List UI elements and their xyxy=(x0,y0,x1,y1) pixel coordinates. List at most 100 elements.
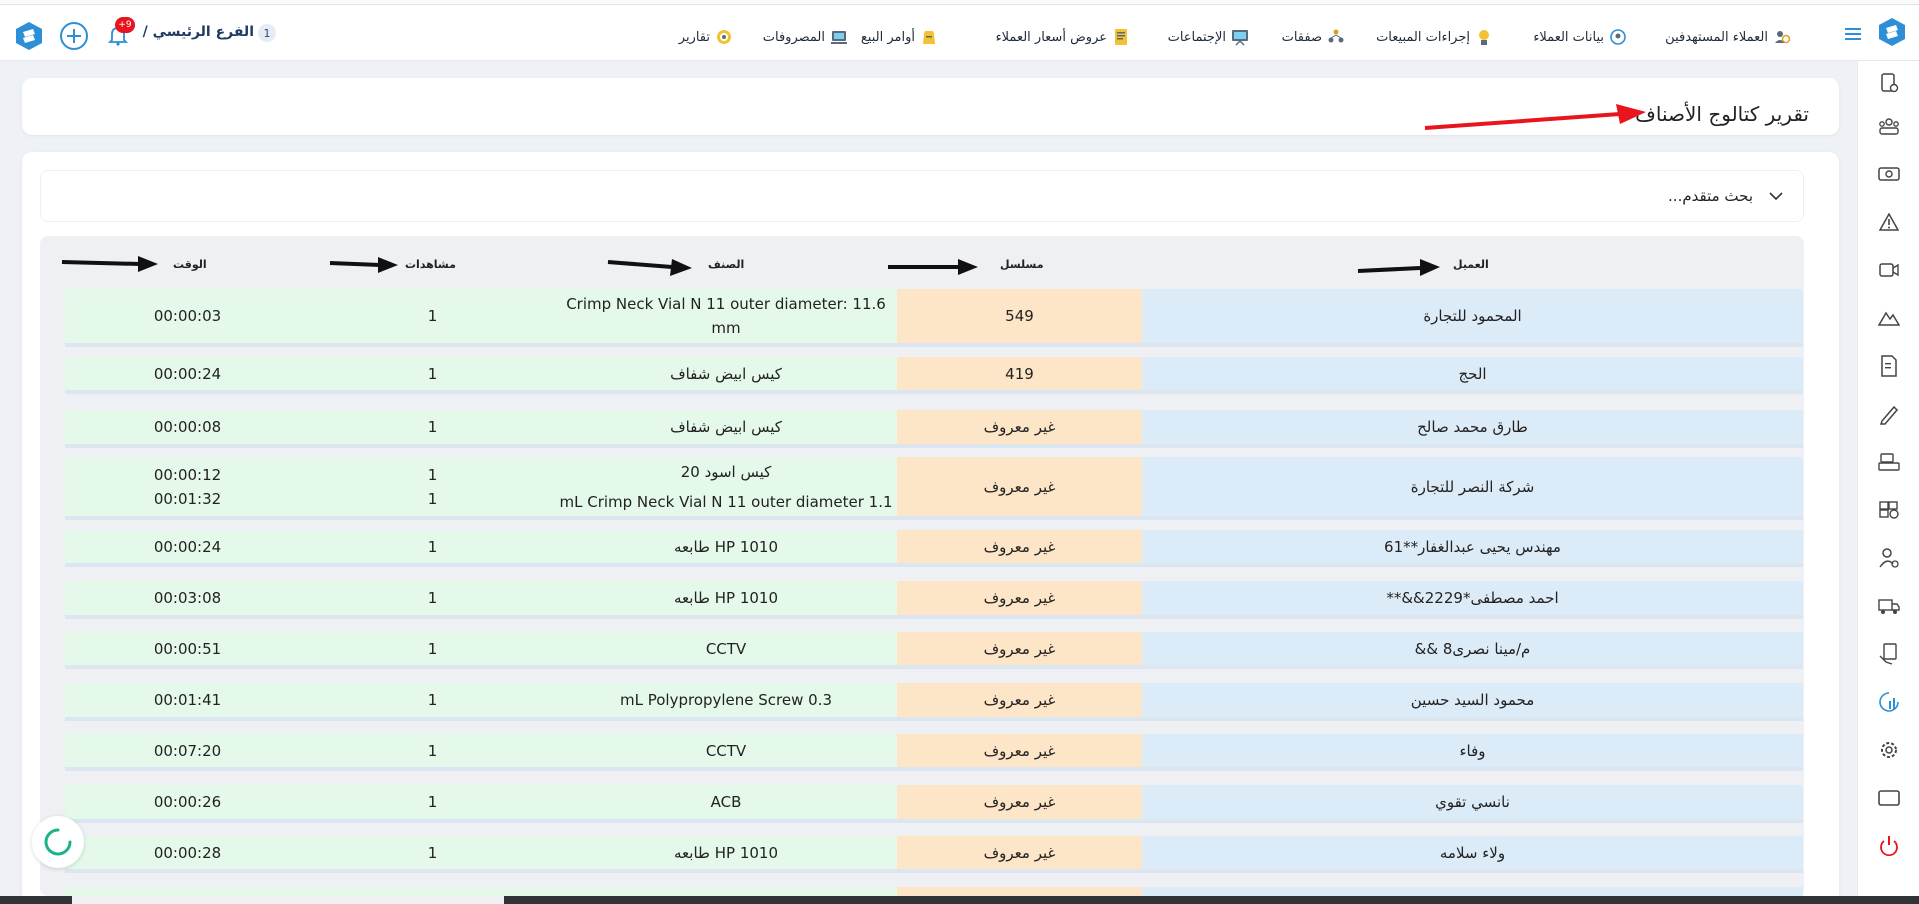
cell-views: 1 xyxy=(310,785,555,819)
pen-signature-icon[interactable] xyxy=(1877,402,1901,426)
truck-add-icon[interactable] xyxy=(1877,594,1901,618)
cell-serial: غير معروف xyxy=(897,457,1142,516)
cell-views: 1 xyxy=(310,530,555,563)
cell-time: 00:00:51 xyxy=(65,632,310,665)
item-value: طابعه HP 1010 xyxy=(673,537,778,556)
settings-gear-icon[interactable] xyxy=(1877,738,1901,762)
item-value: طابعه HP 1010 xyxy=(673,589,778,607)
invoice-dollar-icon[interactable] xyxy=(1877,354,1901,378)
item-value: كيس ابيض شفاف xyxy=(670,418,782,436)
cell-serial: غير معروف xyxy=(897,530,1142,563)
item-value: CCTV xyxy=(705,741,747,760)
time-value: 00:01:32 xyxy=(153,489,222,508)
nav-customer-data[interactable]: بيانات العملاء xyxy=(1533,25,1627,49)
views-value: 1 xyxy=(427,364,438,383)
col-header-views[interactable]: مشاهدات xyxy=(405,258,456,271)
time-value: 00:00:24 xyxy=(153,537,222,556)
cell-views: 1 xyxy=(310,581,555,615)
cell-partial xyxy=(1142,887,1803,897)
nav-target-customers[interactable]: العملاء المستهدفين xyxy=(1665,25,1791,49)
table-row[interactable]: 00:00:08 1 كيس ابيض شفاف غير معروف طارق محمد… xyxy=(65,410,1803,448)
table-row[interactable]: 00:00:26 1 ACB غير معروف نانسي تقوي xyxy=(65,785,1803,823)
item-value: Crimp Neck Vial N 11 outer diameter: 11.… xyxy=(566,295,886,337)
views-value: 1 xyxy=(427,691,438,709)
cell-time: 00:00:08 xyxy=(65,410,310,444)
item-value: mL Polypropylene Screw 0.3 xyxy=(619,691,833,709)
time-value: 00:00:08 xyxy=(153,418,222,436)
cell-client: محمود السيد حسين xyxy=(1142,683,1803,717)
annotation-red-arrow xyxy=(1424,104,1646,130)
window-screen-icon[interactable] xyxy=(1877,786,1901,810)
cell-item: CCTV xyxy=(555,632,897,665)
loading-spinner xyxy=(32,816,84,868)
table-row[interactable]: 00:00:24 1 طابعه HP 1010 غير معروف مهندس يحي… xyxy=(65,530,1803,567)
nav-expenses[interactable]: المصروفات xyxy=(763,25,848,49)
branch-selector[interactable]: الفرع الرئيسي / xyxy=(142,24,254,40)
branch-count-badge: 1 xyxy=(258,24,276,42)
time-value: 00:00:26 xyxy=(153,793,222,811)
col-header-serial[interactable]: مسلسل xyxy=(1000,258,1044,271)
table-row[interactable]: 00:00:28 1 طابعه HP 1010 غير معروف ولاء سلام… xyxy=(65,836,1803,873)
time-value: 00:03:08 xyxy=(153,589,222,607)
col-header-time[interactable]: الوقت xyxy=(173,258,207,271)
cell-views: 1 xyxy=(310,632,555,665)
menu-hamburger-icon[interactable] xyxy=(1845,27,1861,41)
target-customers-icon xyxy=(1773,28,1791,46)
hand-document-icon[interactable] xyxy=(1877,642,1901,666)
spinner-icon xyxy=(44,828,72,856)
col-header-client[interactable]: العميل xyxy=(1453,258,1489,271)
cell-serial: غير معروف xyxy=(897,581,1142,615)
customer-data-icon xyxy=(1609,28,1627,46)
table-row[interactable]: 00:00:12 00:01:32 1 1 كيس اسود 20 mL Crimp Ne… xyxy=(65,457,1803,520)
views-value: 1 xyxy=(427,489,438,508)
cell-serial: غير معروف xyxy=(897,632,1142,665)
table-row[interactable]: 00:07:20 1 CCTV غير معروف وفاء xyxy=(65,734,1803,771)
boxes-refresh-icon[interactable] xyxy=(1877,498,1901,522)
right-sidebar xyxy=(1857,61,1919,897)
money-cash-icon[interactable] xyxy=(1877,162,1901,186)
cell-client: وفاء xyxy=(1142,734,1803,767)
user-settings-icon[interactable] xyxy=(1877,546,1901,570)
table-row[interactable]: 00:03:08 1 طابعه HP 1010 غير معروف احمد مصطف… xyxy=(65,581,1803,619)
warning-icon[interactable] xyxy=(1877,210,1901,234)
taskbar-segment xyxy=(72,896,504,904)
cell-views: 1 xyxy=(310,836,555,869)
cell-item: طابعه HP 1010 xyxy=(555,581,897,615)
mountain-chart-icon[interactable] xyxy=(1877,306,1901,330)
cash-register-icon[interactable] xyxy=(1877,450,1901,474)
arrow-item xyxy=(607,259,692,276)
video-call-icon[interactable] xyxy=(1877,258,1901,282)
views-value: 1 xyxy=(427,741,438,760)
cell-serial: غير معروف xyxy=(897,785,1142,819)
report-chart-icon[interactable] xyxy=(1877,690,1901,714)
file-settings-icon[interactable] xyxy=(1877,71,1901,95)
app-logo-icon[interactable] xyxy=(14,21,44,51)
views-value: 1 xyxy=(427,307,438,325)
nav-meetings[interactable]: الإجتماعات xyxy=(1168,25,1249,49)
annotation-black-arrows xyxy=(61,256,1440,276)
col-header-item[interactable]: الصنف xyxy=(708,258,745,271)
power-logout-icon[interactable] xyxy=(1877,834,1901,858)
table-row[interactable]: 00:00:03 1 Crimp Neck Vial N 11 outer diam… xyxy=(65,289,1803,347)
brand-logo-icon[interactable] xyxy=(1877,17,1907,47)
cell-time: 00:00:12 00:01:32 xyxy=(65,457,310,516)
item-value: كيس ابيض شفاف xyxy=(670,364,782,383)
cell-serial: غير معروف xyxy=(897,734,1142,767)
users-group-icon[interactable] xyxy=(1877,114,1901,138)
cell-time: 00:00:24 xyxy=(65,357,310,390)
nav-sales-orders[interactable]: أوامر البيع xyxy=(861,25,938,49)
table-row[interactable]: 00:00:24 1 كيس ابيض شفاف 419 الحج xyxy=(65,357,1803,394)
time-value: 00:00:12 xyxy=(153,465,222,484)
nav-quotes[interactable]: عروض أسعار العملاء xyxy=(996,25,1130,49)
time-value: 00:00:51 xyxy=(153,639,222,658)
nav-sales-actions[interactable]: إجراءات المبيعات xyxy=(1376,25,1493,49)
table-row[interactable]: 00:01:41 1 mL Polypropylene Screw 0.3 غير م… xyxy=(65,683,1803,721)
views-value: 1 xyxy=(427,843,438,862)
nav-deals[interactable]: صفقات xyxy=(1282,25,1345,49)
nav-reports[interactable]: تقارير xyxy=(679,25,733,49)
table-row[interactable]: 00:00:51 1 CCTV غير معروف م/مينا نصرى8 && xyxy=(65,632,1803,669)
cell-serial: 549 xyxy=(897,289,1142,343)
cell-client: طارق محمد صالح xyxy=(1142,410,1803,444)
add-plus-icon[interactable] xyxy=(60,22,88,50)
advanced-search-toggle[interactable]: بحث متقدم... xyxy=(40,170,1804,222)
